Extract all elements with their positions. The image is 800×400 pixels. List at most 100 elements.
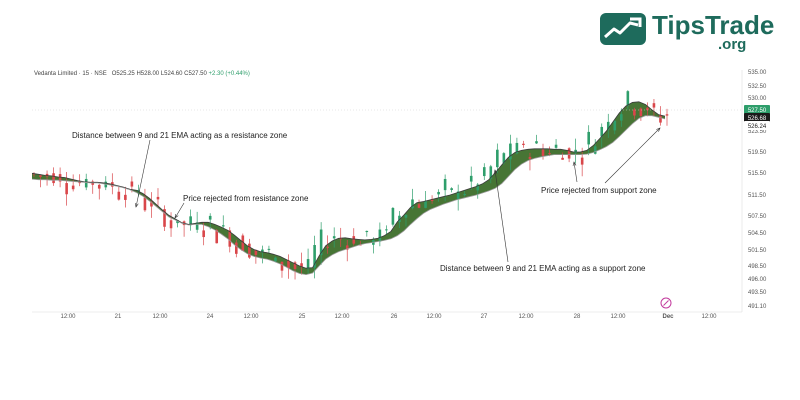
ema21-line xyxy=(31,115,666,276)
candle-body xyxy=(613,120,617,131)
x-tick-label: Dec xyxy=(662,314,674,320)
candle-body xyxy=(215,230,219,244)
y-tick-label: 501.50 xyxy=(748,248,767,254)
y-tick-label: 535.00 xyxy=(748,70,767,76)
arrow-support-zone xyxy=(494,169,509,263)
candle-body xyxy=(365,230,369,233)
candle-body xyxy=(456,191,460,200)
x-tick-label: 21 xyxy=(115,314,122,320)
candle-body xyxy=(541,149,545,156)
candle-body xyxy=(195,222,199,230)
candle-body xyxy=(502,153,506,163)
symbol-label: Vedanta Limited · 15 · NSE xyxy=(34,71,107,77)
candle-body xyxy=(554,144,558,148)
y-tick-label: 519.50 xyxy=(748,150,767,156)
candle-body xyxy=(130,181,134,187)
candle-body xyxy=(221,225,225,227)
candle-body xyxy=(150,202,153,207)
candle-body xyxy=(326,246,329,248)
x-tick-label: 25 xyxy=(299,314,306,320)
y-tick-label: 530.00 xyxy=(748,96,767,102)
open-value: O525.25 xyxy=(111,71,135,77)
y-tick-label: 504.50 xyxy=(748,231,767,237)
x-tick-label: 28 xyxy=(574,314,581,320)
ema9-price-tag: 526.68 xyxy=(748,116,767,122)
x-tick-label: 27 xyxy=(481,314,488,320)
candle-body xyxy=(652,103,656,108)
x-tick-label: 12:00 xyxy=(152,314,168,320)
y-tick-label: 496.00 xyxy=(748,277,767,283)
candle-body xyxy=(626,91,630,106)
x-tick-label: 12:00 xyxy=(334,314,350,320)
x-tick-label: 12:00 xyxy=(701,314,717,320)
candle-body xyxy=(574,149,577,154)
candle-body xyxy=(71,185,75,190)
candle-body xyxy=(443,178,447,191)
candle-body xyxy=(117,191,121,200)
candle-body xyxy=(385,229,388,231)
candle-body xyxy=(319,229,323,256)
ema21-price-tag: 526.24 xyxy=(748,124,767,130)
candle-body xyxy=(313,245,316,268)
last-price-tag-bg xyxy=(744,105,770,114)
candle-body xyxy=(241,235,245,251)
candle-body xyxy=(234,242,238,254)
y-tick-label: 523.50 xyxy=(748,129,767,135)
candle-body xyxy=(639,108,643,117)
low-value: L524.60 xyxy=(160,71,183,77)
candle-body xyxy=(332,236,336,239)
candle-body xyxy=(208,215,212,220)
candle-body xyxy=(659,115,662,123)
candle-body xyxy=(469,175,473,182)
candle-body xyxy=(248,243,251,258)
candle-body xyxy=(124,194,127,200)
candle-body xyxy=(65,183,68,195)
candle-body xyxy=(404,214,408,218)
candle-body xyxy=(463,194,467,196)
ema9-price-tag-bg xyxy=(744,113,770,122)
arrow-support-zone-head xyxy=(493,169,498,174)
candle-body xyxy=(391,207,395,225)
candle-body xyxy=(424,200,427,208)
annotation-arrows xyxy=(134,127,661,263)
chart-growth-icon xyxy=(600,13,646,45)
candle-body xyxy=(261,249,264,253)
candle-body xyxy=(287,260,290,269)
chart-header: Vedanta Limited · 15 · NSE O525.25 H528.… xyxy=(34,71,250,77)
candle-body xyxy=(189,216,192,226)
candle-body xyxy=(633,109,636,116)
candle-body xyxy=(169,220,173,229)
candlesticks xyxy=(32,90,669,280)
annotation-support-zone: Distance between 9 and 21 EMA acting as … xyxy=(440,264,646,273)
x-tick-label: 12:00 xyxy=(610,314,626,320)
candle-body xyxy=(202,230,205,238)
candle-body xyxy=(437,191,440,195)
ema9-line xyxy=(31,101,666,269)
y-tick-label: 532.50 xyxy=(748,84,767,90)
candle-body xyxy=(587,131,590,145)
candle-body xyxy=(306,259,310,269)
candle-body xyxy=(352,236,356,244)
candle-body xyxy=(417,204,421,208)
support-ribbon xyxy=(32,101,665,275)
candle-body xyxy=(489,166,493,179)
candle-body xyxy=(620,114,623,121)
candle-body xyxy=(430,199,434,201)
arrow-resistance-zone xyxy=(135,139,151,208)
brand-name: TipsTrade xyxy=(652,10,775,40)
candle-body xyxy=(496,149,499,168)
x-tick-label: 26 xyxy=(391,314,398,320)
candle-body xyxy=(228,230,232,247)
last-price-tag: 527.50 xyxy=(748,108,767,114)
candle-body xyxy=(84,178,88,188)
candle-body xyxy=(522,143,525,146)
candle-body xyxy=(176,220,179,224)
candle-body xyxy=(52,173,55,184)
candle-body xyxy=(398,215,401,223)
replay-icon[interactable] xyxy=(660,297,672,309)
candle-body xyxy=(509,143,512,160)
arrow-rejected-resistance xyxy=(174,202,185,219)
candle-body xyxy=(476,184,480,191)
ema-ribbons xyxy=(32,101,665,275)
